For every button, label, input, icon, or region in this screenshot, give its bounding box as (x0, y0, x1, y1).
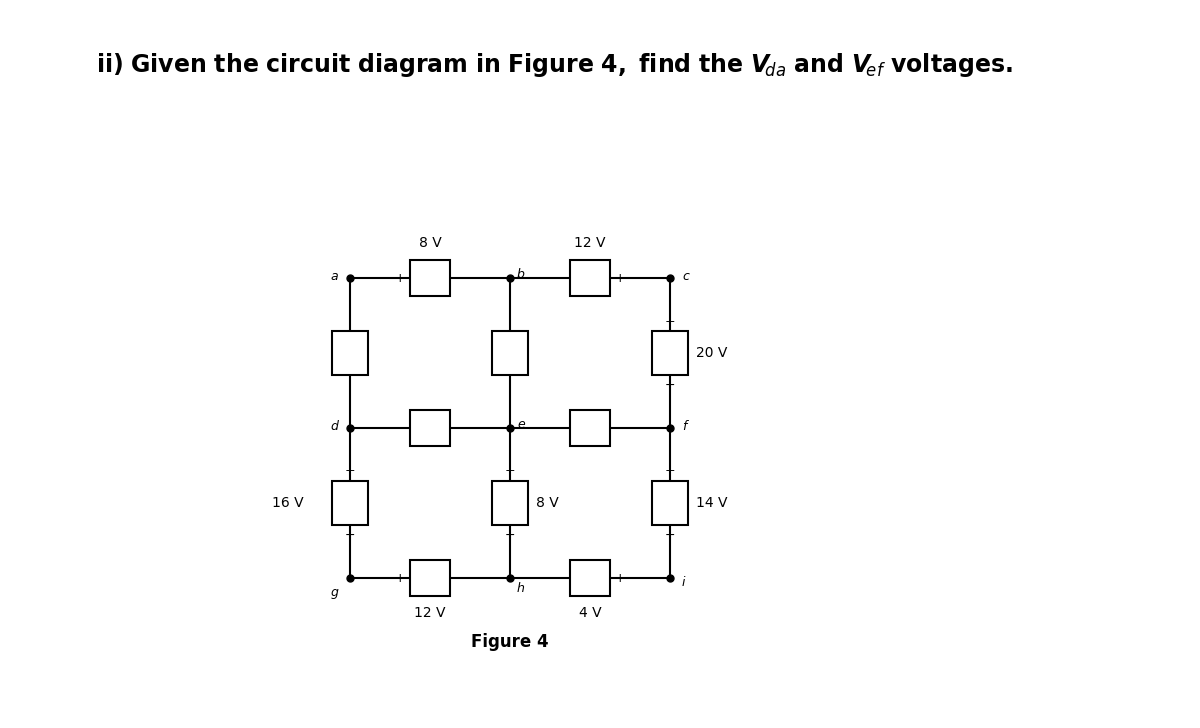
Bar (570, 560, 610, 596)
Bar (410, 260, 450, 296)
Text: −: − (455, 571, 466, 585)
Bar (332, 331, 368, 375)
Text: $\mathbf{ii)}$ $\mathbf{Given\ the\ circuit\ diagram\ in\ Figure\ 4,\ find\ the\: $\mathbf{ii)}$ $\mathbf{Given\ the\ circ… (96, 51, 1013, 79)
Text: f: f (682, 419, 686, 432)
Text: g: g (330, 586, 338, 599)
Text: a: a (330, 269, 338, 282)
Text: e: e (517, 417, 524, 430)
Text: +: + (505, 464, 515, 478)
Bar (492, 331, 528, 375)
Text: h: h (517, 582, 524, 595)
Text: −: − (665, 529, 676, 542)
Text: d: d (330, 419, 338, 432)
Text: 16 V: 16 V (272, 496, 304, 510)
Text: 14 V: 14 V (696, 496, 727, 510)
Bar (652, 481, 688, 525)
Text: −: − (455, 272, 466, 285)
Bar (492, 481, 528, 525)
Text: +: + (395, 571, 406, 585)
Text: −: − (554, 571, 565, 585)
Text: Figure 4: Figure 4 (472, 633, 548, 651)
Bar (570, 410, 610, 446)
Text: 8 V: 8 V (419, 236, 442, 250)
Bar (570, 260, 610, 296)
Text: 12 V: 12 V (575, 236, 606, 250)
Text: +: + (395, 272, 406, 285)
Text: 12 V: 12 V (414, 606, 445, 620)
Text: b: b (517, 267, 524, 280)
Text: −: − (554, 272, 565, 285)
Bar (410, 410, 450, 446)
Bar (332, 481, 368, 525)
Text: 4 V: 4 V (578, 606, 601, 620)
Text: +: + (665, 464, 676, 478)
Text: +: + (614, 571, 625, 585)
Text: 8 V: 8 V (536, 496, 559, 510)
Bar (652, 331, 688, 375)
Text: c: c (682, 269, 689, 282)
Text: −: − (665, 379, 676, 392)
Text: −: − (344, 529, 355, 542)
Text: 20 V: 20 V (696, 346, 727, 360)
Text: +: + (665, 314, 676, 328)
Text: +: + (344, 464, 355, 478)
Text: i: i (682, 576, 685, 588)
Bar (410, 560, 450, 596)
Text: +: + (614, 272, 625, 285)
Text: −: − (505, 529, 515, 542)
